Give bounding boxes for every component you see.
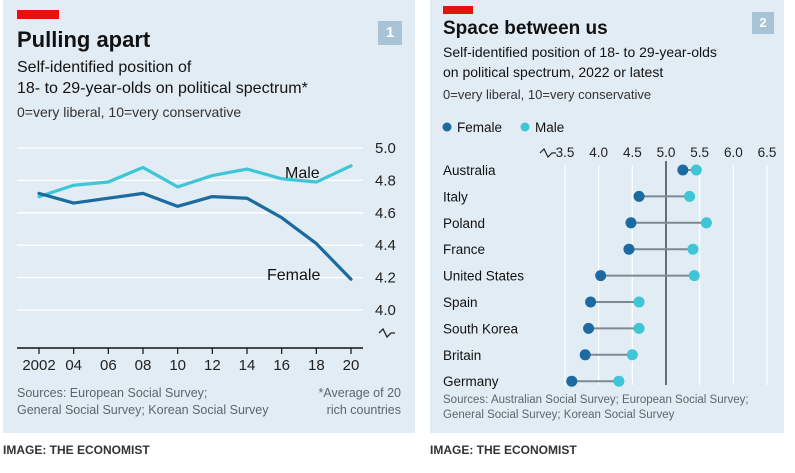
category-label: France — [443, 242, 485, 257]
x-tick-label: 14 — [239, 357, 256, 374]
series-line-female — [37, 191, 353, 281]
chart-number-badge: 1 — [378, 21, 402, 45]
x-tick-label: 06 — [100, 357, 117, 374]
male-dot — [700, 217, 712, 229]
chart-number-badge: 2 — [752, 12, 774, 34]
source-line1: Sources: Australian Social Survey; Europ… — [443, 394, 749, 406]
legend-female-marker — [442, 122, 452, 132]
category-label: South Korea — [443, 321, 519, 336]
male-dot — [690, 164, 702, 176]
y-tick-label: 4.2 — [375, 270, 396, 287]
source-note: Sources: Australian Social Survey; Europ… — [443, 393, 749, 423]
male-dot — [688, 270, 700, 282]
footnote: *Average of 20 rich countries — [319, 385, 401, 419]
image-credit-2: IMAGE: THE ECONOMIST — [430, 443, 577, 457]
female-dot — [583, 322, 595, 334]
series-label-male: Male — [285, 165, 320, 182]
x-tick-label: 2002 — [22, 357, 55, 374]
male-dot — [633, 296, 645, 308]
female-dot — [579, 349, 591, 361]
x-tick-label: 4.5 — [623, 145, 642, 160]
category-label: Australia — [443, 163, 496, 178]
chart-subtitle-line1: Self-identified position of — [17, 59, 192, 76]
dot-plot-chart: Female Male 3.5 4.0 4.5 5.0 5.5 6.0 6.5 Australia… — [442, 120, 777, 389]
legend-male-label: Male — [535, 120, 564, 135]
category-label: United States — [443, 269, 524, 284]
female-dot — [625, 217, 637, 229]
chart-panel-space-between-us: 2 Space between us Self-identified posit… — [430, 0, 784, 433]
x-tick-label: 20 — [343, 357, 360, 374]
chart-title: Space between us — [443, 18, 608, 39]
x-tick-label: 04 — [65, 357, 82, 374]
x-tick-label: 6.0 — [724, 145, 743, 160]
chart-title: Pulling apart — [17, 27, 151, 52]
image-credit-1: IMAGE: THE ECONOMIST — [3, 443, 150, 457]
footnote-line1: *Average of 20 — [318, 386, 401, 400]
female-dot — [633, 190, 645, 202]
source-line2: General Social Survey; Korean Social Sur… — [17, 403, 269, 417]
x-tick-label: 18 — [308, 357, 325, 374]
x-tick-label: 3.5 — [556, 145, 575, 160]
chart-subtitle-line2: on political spectrum, 2022 or latest — [443, 64, 664, 80]
chart-subtitle-line1: Self-identified position of 18- to 29-ye… — [443, 44, 717, 60]
female-dot — [595, 270, 607, 282]
x-tick-label: 4.0 — [589, 145, 608, 160]
source-line1: Sources: European Social Survey; — [17, 386, 208, 400]
x-tick-label: 6.5 — [758, 145, 777, 160]
source-line2: General Social Survey; Korean Social Sur… — [443, 409, 675, 421]
x-tick-label: 08 — [135, 357, 152, 374]
female-dot — [623, 243, 635, 255]
x-tick-label: 5.0 — [657, 145, 676, 160]
legend-male-marker — [520, 122, 530, 132]
category-label: Poland — [443, 216, 485, 231]
axis-break-symbol — [378, 327, 395, 339]
male-dot — [633, 322, 645, 334]
scale-note: 0=very liberal, 10=very conservative — [443, 87, 652, 102]
male-dot — [687, 243, 699, 255]
x-tick-label: 5.5 — [690, 145, 709, 160]
chart-panel-pulling-apart: 1 Pulling apart Self-identified position… — [3, 0, 415, 433]
female-dot — [677, 164, 689, 176]
source-note: Sources: European Social Survey; General… — [17, 385, 269, 419]
line-chart: 4.0 4.2 4.4 4.6 4.8 5.0 2002 04 06 08 10 12 14 16 18 20… — [17, 140, 396, 374]
legend-female-label: Female — [457, 120, 502, 135]
y-tick-label: 4.6 — [375, 205, 396, 222]
footnote-line2: rich countries — [326, 403, 401, 417]
axis-break-symbol — [539, 147, 556, 159]
economist-red-bar — [443, 6, 473, 14]
male-dot — [684, 190, 696, 202]
scale-note: 0=very liberal, 10=very conservative — [17, 104, 242, 120]
category-label: Spain — [443, 295, 478, 310]
series-label-female: Female — [267, 267, 320, 284]
y-tick-label: 4.8 — [375, 172, 396, 189]
x-tick-label: 12 — [204, 357, 221, 374]
male-dot — [626, 349, 638, 361]
chart-subtitle-line2: 18- to 29-year-olds on political spectru… — [17, 80, 308, 97]
x-tick-label: 16 — [273, 357, 290, 374]
x-tick-label: 10 — [169, 357, 186, 374]
y-tick-label: 5.0 — [375, 140, 396, 157]
female-dot — [566, 375, 578, 387]
female-dot — [585, 296, 597, 308]
category-label: Germany — [443, 374, 499, 389]
series-line-male — [37, 164, 353, 199]
y-tick-label: 4.0 — [375, 302, 396, 319]
male-dot — [613, 375, 625, 387]
economist-red-bar — [17, 10, 59, 19]
category-label: Britain — [443, 348, 481, 363]
y-tick-label: 4.4 — [375, 237, 396, 254]
category-label: Italy — [443, 189, 468, 204]
